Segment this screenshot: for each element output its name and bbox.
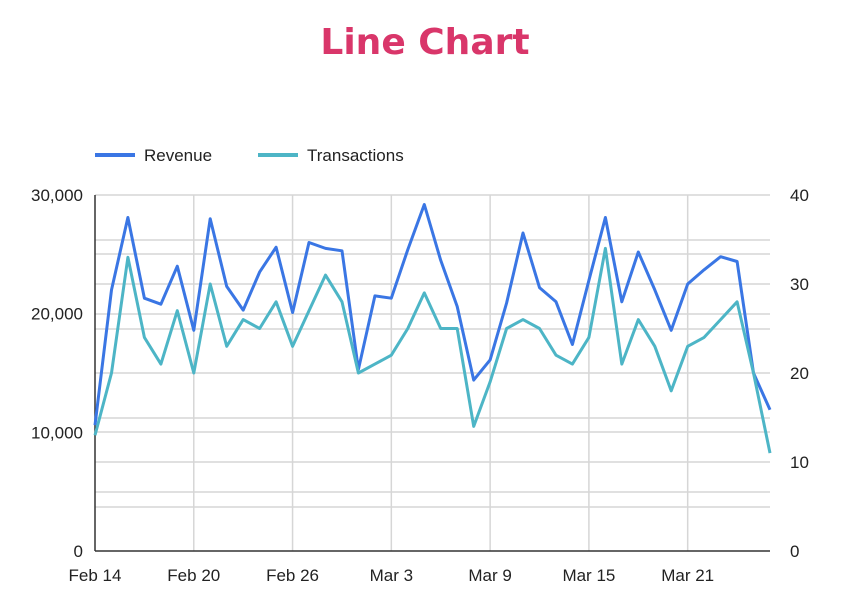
x-tick-label: Mar 15 (562, 566, 615, 585)
legend-label-revenue: Revenue (144, 146, 212, 165)
series-line-transactions (93, 246, 772, 454)
y-right-tick-label: 10 (790, 453, 809, 472)
legend-label-transactions: Transactions (307, 146, 404, 165)
y-left-tick-label: 20,000 (31, 305, 83, 324)
y-right-tick-label: 0 (790, 542, 799, 561)
x-tick-label: Feb 14 (69, 566, 122, 585)
y-right-tick-label: 40 (790, 186, 809, 205)
y-right-tick-label: 30 (790, 275, 809, 294)
x-tick-label: Feb 26 (266, 566, 319, 585)
x-tick-label: Mar 21 (661, 566, 714, 585)
y-right-tick-label: 20 (790, 364, 809, 383)
x-tick-label: Mar 9 (468, 566, 511, 585)
x-tick-label: Mar 3 (370, 566, 413, 585)
y-left-tick-label: 0 (74, 542, 83, 561)
y-left-tick-label: 30,000 (31, 186, 83, 205)
chart-title: Line Chart (320, 22, 530, 63)
series-line-revenue (93, 203, 772, 426)
x-tick-label: Feb 20 (167, 566, 220, 585)
y-left-tick-label: 10,000 (31, 423, 83, 442)
